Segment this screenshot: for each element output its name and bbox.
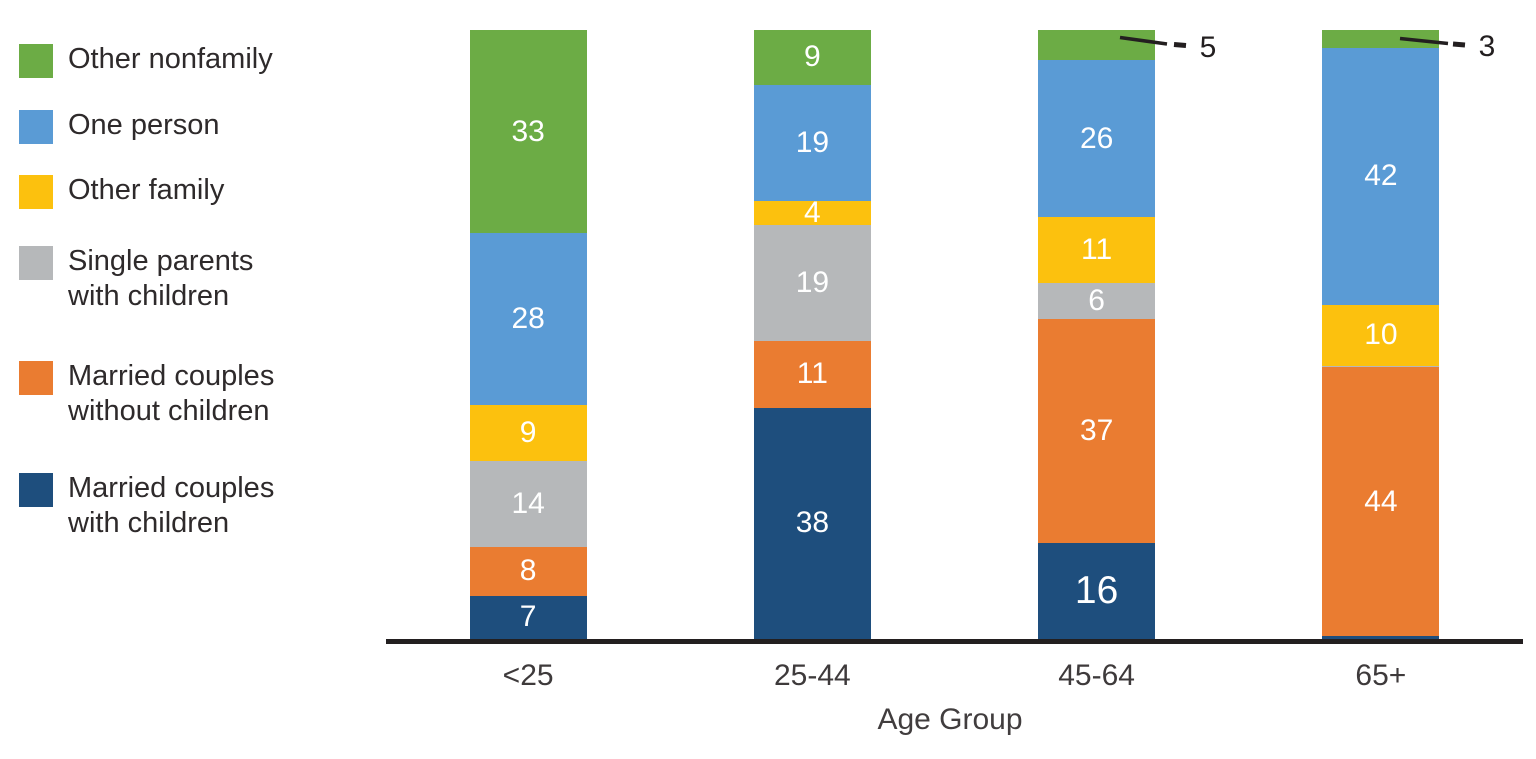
legend-label-line: Other family — [68, 174, 225, 206]
bar-segment: 44 — [1322, 367, 1440, 636]
bar-value-label: 9 — [519, 415, 537, 449]
bar-segment — [1038, 30, 1156, 61]
bar-65+: 42 10 44 — [1322, 30, 1440, 639]
bar-value-label: 19 — [795, 125, 830, 159]
legend-label: Single parents with children — [68, 244, 253, 314]
bar-segment: 28 — [469, 233, 587, 406]
bar-value-label: 4 — [804, 195, 821, 229]
bar-segment: 11 — [1038, 216, 1156, 284]
legend-label: One person — [68, 108, 220, 143]
bar-segment — [1322, 365, 1440, 368]
legend-label-line: without children — [68, 395, 270, 427]
bar-segment: 4 — [753, 195, 871, 229]
x-axis-line — [386, 639, 1523, 644]
bar-value-label: 16 — [1074, 569, 1119, 613]
bar-value-label: 8 — [519, 554, 537, 588]
legend-label: Married couples without children — [68, 359, 274, 429]
bar-segment: 19 — [753, 84, 871, 201]
legend-label: Other family — [68, 173, 224, 208]
bar-segment — [1322, 30, 1440, 49]
legend-label-line: One person — [68, 109, 220, 141]
bar-segment: 14 — [469, 460, 587, 547]
bar-segment: 11 — [753, 340, 871, 408]
legend-item-married-without-children: Married couples without children — [19, 359, 274, 429]
bar-value-label: 19 — [795, 265, 830, 299]
legend-swatch-married-without-children — [19, 361, 53, 395]
legend-item-other-family: Other family — [19, 173, 224, 209]
x-tick-45-64: 45-64 — [1058, 659, 1135, 692]
bar-segment: 16 — [1038, 542, 1156, 639]
legend-label: Other nonfamily — [68, 42, 273, 77]
bar-value-label: 6 — [1088, 284, 1105, 318]
x-tick-65-plus: 65+ — [1355, 659, 1407, 692]
bar-45-64: 26 11 6 37 16 — [1038, 30, 1156, 639]
bar-value-label: 14 — [511, 486, 545, 520]
bar-segment: 9 — [469, 405, 587, 461]
legend-label-line: with children — [68, 280, 230, 312]
callout-value-45-64-other-nonfamily: 5 — [1199, 31, 1217, 64]
bar-25-44: 9 19 4 19 11 38 — [753, 30, 871, 639]
bar-segment: 38 — [753, 407, 871, 639]
legend-label-line: Single parents — [68, 245, 254, 277]
legend-swatch-other-family — [19, 175, 53, 209]
legend-item-single-parents: Single parents with children — [19, 244, 253, 314]
bar-<25: 33 28 9 14 8 7 — [469, 30, 587, 639]
legend-item-one-person: One person — [19, 108, 220, 144]
bar-segment: 6 — [1038, 283, 1156, 320]
legend-swatch-other-nonfamily — [19, 44, 53, 78]
callout-value-65-plus-other-nonfamily: 3 — [1478, 30, 1496, 63]
bar-value-label: 7 — [519, 600, 537, 634]
x-tick-under-25: <25 — [502, 659, 554, 692]
bar-value-label: 10 — [1364, 318, 1398, 352]
bar-value-label: 44 — [1364, 484, 1398, 518]
legend-swatch-married-with-children — [19, 473, 53, 507]
bar-segment: 8 — [469, 546, 587, 596]
legend-label-line: Married couples — [68, 472, 275, 504]
bar-segment: 26 — [1038, 60, 1156, 217]
bar-segment: 33 — [469, 30, 587, 234]
bar-segment: 9 — [753, 30, 871, 85]
legend-swatch-single-parents — [19, 246, 53, 280]
bar-segment: 10 — [1322, 304, 1440, 366]
x-tick-25-44: 25-44 — [774, 659, 851, 692]
bar-segment: 37 — [1038, 319, 1156, 543]
bar-value-label: 26 — [1079, 121, 1114, 155]
bar-segment: 42 — [1322, 48, 1440, 305]
bar-value-label: 42 — [1364, 159, 1398, 193]
bar-value-label: 28 — [511, 302, 545, 336]
x-axis-title: Age Group — [877, 703, 1023, 736]
bar-value-label: 11 — [796, 357, 828, 391]
bar-value-label: 38 — [795, 506, 830, 540]
legend-label-line: with children — [68, 507, 230, 539]
bar-segment — [1322, 635, 1440, 639]
bar-value-label: 33 — [511, 114, 545, 148]
legend-label-line: Married couples — [68, 360, 275, 392]
bar-segment: 7 — [469, 595, 587, 639]
legend-item-other-nonfamily: Other nonfamily — [19, 42, 273, 78]
legend-label-line: Other nonfamily — [68, 43, 273, 75]
bar-segment: 19 — [753, 224, 871, 341]
bar-value-label: 37 — [1079, 413, 1114, 447]
bar-value-label: 11 — [1081, 233, 1113, 267]
legend-label: Married couples with children — [68, 471, 274, 541]
legend-item-married-with-children: Married couples with children — [19, 471, 274, 541]
legend-swatch-one-person — [19, 110, 53, 144]
bar-value-label: 9 — [804, 40, 821, 74]
